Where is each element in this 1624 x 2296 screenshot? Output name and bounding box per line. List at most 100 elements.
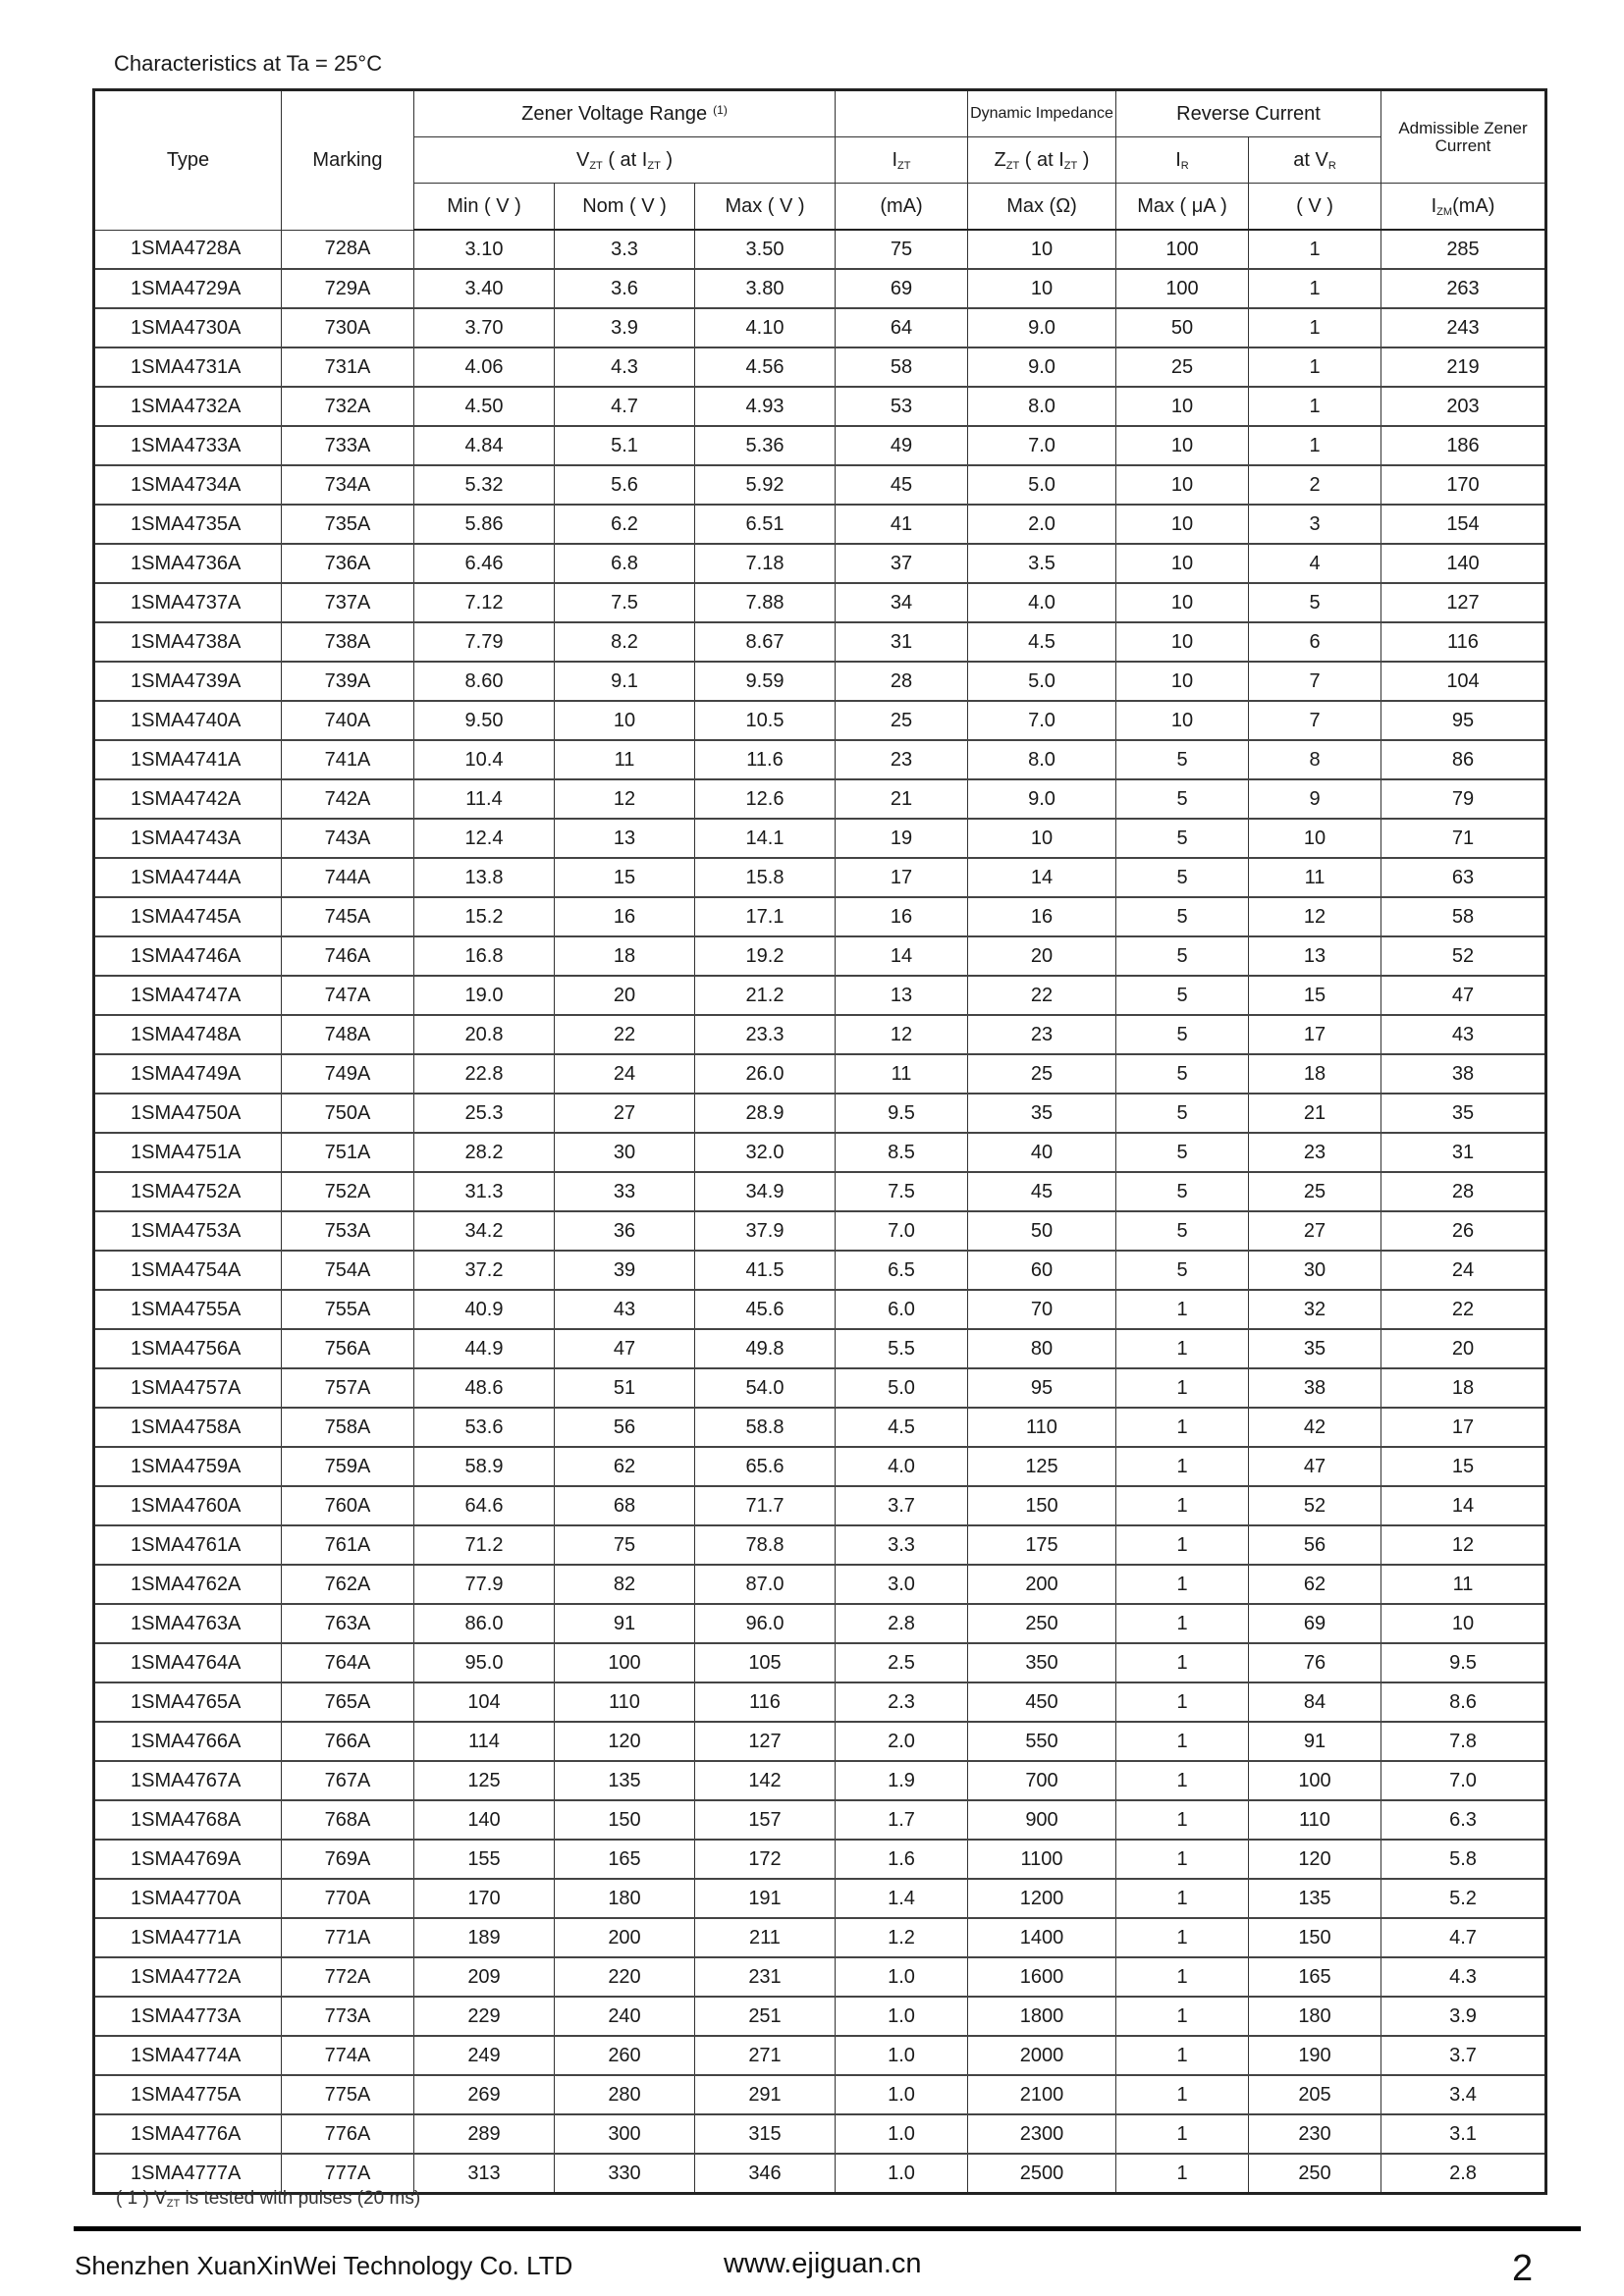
cell-vz-max: 32.0	[694, 1132, 836, 1173]
cell-type: 1SMA4752A	[93, 1171, 282, 1212]
header-max-ohm: Max (Ω)	[967, 183, 1116, 231]
table-row: 1SMA4770A 770A 170 180 191 1.4 1200 1 135 5.2	[93, 1878, 1546, 1919]
cell-vz-max: 291	[694, 2074, 836, 2115]
cell-marking: 773A	[281, 1996, 414, 2037]
table-row: 1SMA4730A 730A 3.70 3.9 4.10 64 9.0 50 1 243	[93, 307, 1546, 348]
cell-vz-min: 71.2	[413, 1524, 555, 1566]
table-row: 1SMA4736A 736A 6.46 6.8 7.18 37 3.5 10 4 140	[93, 543, 1546, 584]
website-link[interactable]: www.ejiguan.cn	[724, 2248, 922, 2279]
cell-type: 1SMA4777A	[93, 2153, 282, 2194]
cell-vz-min: 44.9	[413, 1328, 555, 1369]
cell-vz-nom: 18	[554, 935, 695, 977]
cell-vr: 180	[1248, 1996, 1381, 2037]
cell-vr: 1	[1248, 229, 1381, 270]
cell-vz-max: 4.10	[694, 307, 836, 348]
cell-vz-min: 249	[413, 2035, 555, 2076]
cell-vz-nom: 3.3	[554, 229, 695, 270]
cell-vz-min: 86.0	[413, 1603, 555, 1644]
cell-zzt-max: 125	[967, 1446, 1116, 1487]
cell-izt: 1.0	[835, 2153, 968, 2194]
cell-vz-nom: 33	[554, 1171, 695, 1212]
table-row: 1SMA4777A 777A 313 330 346 1.0 2500 1 250 2.8	[93, 2153, 1546, 2194]
table-row: 1SMA4745A 745A 15.2 16 17.1 16 16 5 12 58	[93, 896, 1546, 937]
company-name: Shenzhen XuanXinWei Technology Co. LTD	[75, 2251, 573, 2280]
table-row: 1SMA4773A 773A 229 240 251 1.0 1800 1 180 3.9	[93, 1996, 1546, 2037]
cell-zzt-max: 700	[967, 1760, 1116, 1801]
table-row: 1SMA4739A 739A 8.60 9.1 9.59 28 5.0 10 7 104	[93, 661, 1546, 702]
cell-zzt-max: 70	[967, 1289, 1116, 1330]
cell-vr: 52	[1248, 1485, 1381, 1526]
cell-vr: 69	[1248, 1603, 1381, 1644]
cell-vr: 11	[1248, 857, 1381, 898]
cell-vr: 250	[1248, 2153, 1381, 2194]
cell-marking: 758A	[281, 1407, 414, 1448]
cell-vz-min: 31.3	[413, 1171, 555, 1212]
cell-type: 1SMA4775A	[93, 2074, 282, 2115]
table-row: 1SMA4758A 758A 53.6 56 58.8 4.5 110 1 42 17	[93, 1407, 1546, 1448]
cell-marking: 735A	[281, 504, 414, 545]
header-max: Max ( V )	[694, 183, 836, 231]
header-vzt: VZT ( at IZT )	[413, 136, 836, 184]
cell-izm: 11	[1380, 1564, 1546, 1605]
cell-marking: 733A	[281, 425, 414, 466]
cell-vz-max: 11.6	[694, 739, 836, 780]
cell-vz-max: 17.1	[694, 896, 836, 937]
header-blank	[835, 89, 968, 137]
cell-zzt-max: 350	[967, 1642, 1116, 1683]
cell-ir-max: 1	[1115, 2113, 1249, 2155]
cell-izm: 38	[1380, 1053, 1546, 1095]
cell-ir-max: 50	[1115, 307, 1249, 348]
cell-vz-max: 34.9	[694, 1171, 836, 1212]
cell-type: 1SMA4760A	[93, 1485, 282, 1526]
cell-vr: 1	[1248, 347, 1381, 388]
cell-marking: 777A	[281, 2153, 414, 2194]
cell-zzt-max: 1200	[967, 1878, 1116, 1919]
cell-marking: 765A	[281, 1682, 414, 1723]
cell-izm: 9.5	[1380, 1642, 1546, 1683]
cell-marking: 742A	[281, 778, 414, 820]
cell-ir-max: 1	[1115, 1760, 1249, 1801]
cell-izt: 2.3	[835, 1682, 968, 1723]
cell-ir-max: 5	[1115, 818, 1249, 859]
cell-vr: 76	[1248, 1642, 1381, 1683]
cell-vr: 62	[1248, 1564, 1381, 1605]
cell-vr: 6	[1248, 621, 1381, 663]
cell-vr: 15	[1248, 975, 1381, 1016]
cell-vz-min: 3.10	[413, 229, 555, 270]
header-izt: IZT	[835, 136, 968, 184]
cell-type: 1SMA4743A	[93, 818, 282, 859]
cell-izm: 4.7	[1380, 1917, 1546, 1958]
cell-ir-max: 10	[1115, 464, 1249, 506]
table-row: 1SMA4746A 746A 16.8 18 19.2 14 20 5 13 52	[93, 935, 1546, 977]
cell-ir-max: 1	[1115, 1367, 1249, 1409]
cell-ir-max: 5	[1115, 857, 1249, 898]
cell-vz-max: 3.50	[694, 229, 836, 270]
cell-type: 1SMA4771A	[93, 1917, 282, 1958]
cell-ir-max: 10	[1115, 504, 1249, 545]
cell-izt: 64	[835, 307, 968, 348]
table-row: 1SMA4753A 753A 34.2 36 37.9 7.0 50 5 27 26	[93, 1210, 1546, 1252]
cell-vz-nom: 51	[554, 1367, 695, 1409]
cell-type: 1SMA4736A	[93, 543, 282, 584]
cell-vz-max: 315	[694, 2113, 836, 2155]
cell-type: 1SMA4745A	[93, 896, 282, 937]
cell-vr: 190	[1248, 2035, 1381, 2076]
cell-zzt-max: 175	[967, 1524, 1116, 1566]
cell-type: 1SMA4732A	[93, 386, 282, 427]
cell-ir-max: 5	[1115, 1250, 1249, 1291]
cell-izm: 127	[1380, 582, 1546, 623]
cell-vr: 120	[1248, 1839, 1381, 1880]
cell-ir-max: 5	[1115, 975, 1249, 1016]
cell-izt: 31	[835, 621, 968, 663]
cell-vz-max: 5.92	[694, 464, 836, 506]
cell-izt: 53	[835, 386, 968, 427]
cell-izt: 16	[835, 896, 968, 937]
cell-izt: 69	[835, 268, 968, 309]
cell-ir-max: 5	[1115, 739, 1249, 780]
cell-marking: 740A	[281, 700, 414, 741]
cell-marking: 761A	[281, 1524, 414, 1566]
table-row: 1SMA4742A 742A 11.4 12 12.6 21 9.0 5 9 79	[93, 778, 1546, 820]
cell-vz-min: 7.12	[413, 582, 555, 623]
cell-zzt-max: 550	[967, 1721, 1116, 1762]
cell-vz-min: 229	[413, 1996, 555, 2037]
